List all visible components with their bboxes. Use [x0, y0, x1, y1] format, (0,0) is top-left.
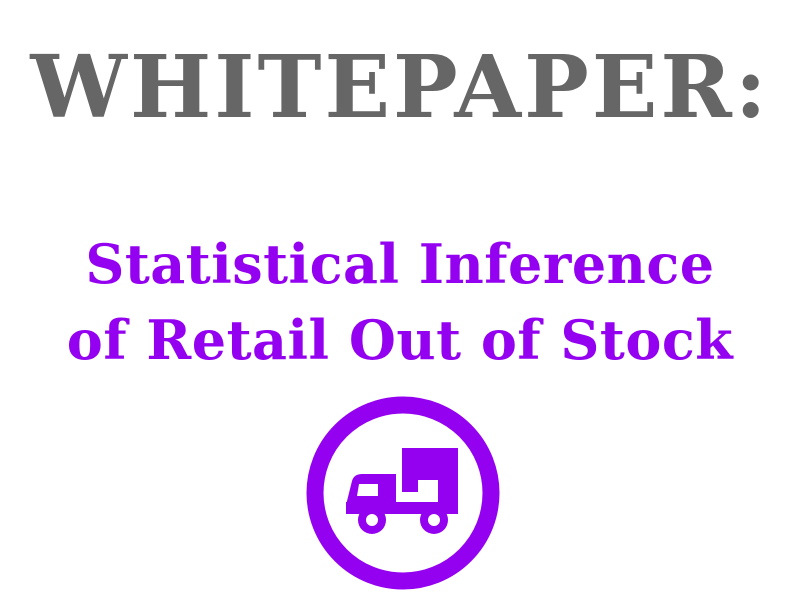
subtitle: Statistical Inference of Retail Out of S… — [0, 226, 800, 378]
delivery-truck-icon — [306, 396, 500, 590]
truck-badge — [306, 396, 500, 590]
subtitle-line-2: of Retail Out of Stock — [66, 308, 734, 372]
headline: WHITEPAPER: — [30, 37, 770, 138]
subtitle-line-1: Statistical Inference — [85, 232, 715, 296]
